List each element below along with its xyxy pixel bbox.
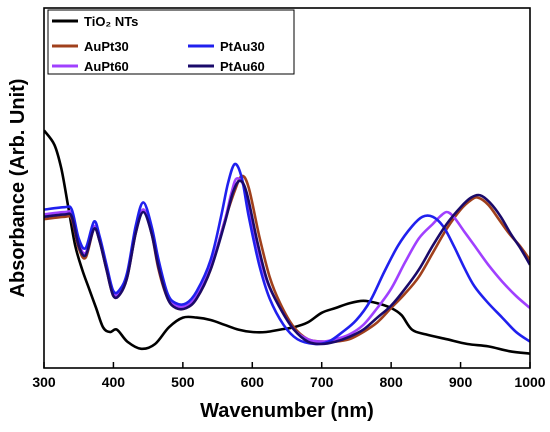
x-tick-label-400: 400 xyxy=(102,374,126,390)
x-axis-tick-labels: 300 400 500 600 700 800 900 1000 xyxy=(32,374,545,390)
x-tick-label-700: 700 xyxy=(310,374,334,390)
legend-label-2: AuPt60 xyxy=(84,59,129,74)
legend-label-0: TiO₂ NTs xyxy=(84,14,138,29)
series-line-tio-nts xyxy=(44,129,530,355)
legend-box xyxy=(47,9,295,75)
x-tick-label-500: 500 xyxy=(171,374,195,390)
series-layer xyxy=(44,129,530,355)
legend-label-3: PtAu30 xyxy=(220,39,265,54)
y-axis-title: Absorbance (Arb. Unit) xyxy=(7,79,29,298)
x-tick-label-900: 900 xyxy=(449,374,473,390)
series-line-aupt30 xyxy=(44,174,530,344)
series-line-ptau60 xyxy=(44,179,530,346)
x-tick-label-300: 300 xyxy=(32,374,56,390)
plot-frame xyxy=(43,7,531,369)
legend-label-1: AuPt30 xyxy=(84,39,129,54)
x-axis-ticks xyxy=(43,362,531,368)
legend: TiO₂ NTs AuPt30 AuPt60 PtAu30 PtAu60 xyxy=(47,9,295,75)
x-axis-title: Wavenumber (nm) xyxy=(200,400,374,422)
x-tick-label-1000: 1000 xyxy=(514,374,545,390)
x-tick-label-600: 600 xyxy=(241,374,265,390)
legend-label-4: PtAu60 xyxy=(220,59,265,74)
x-tick-label-800: 800 xyxy=(379,374,403,390)
